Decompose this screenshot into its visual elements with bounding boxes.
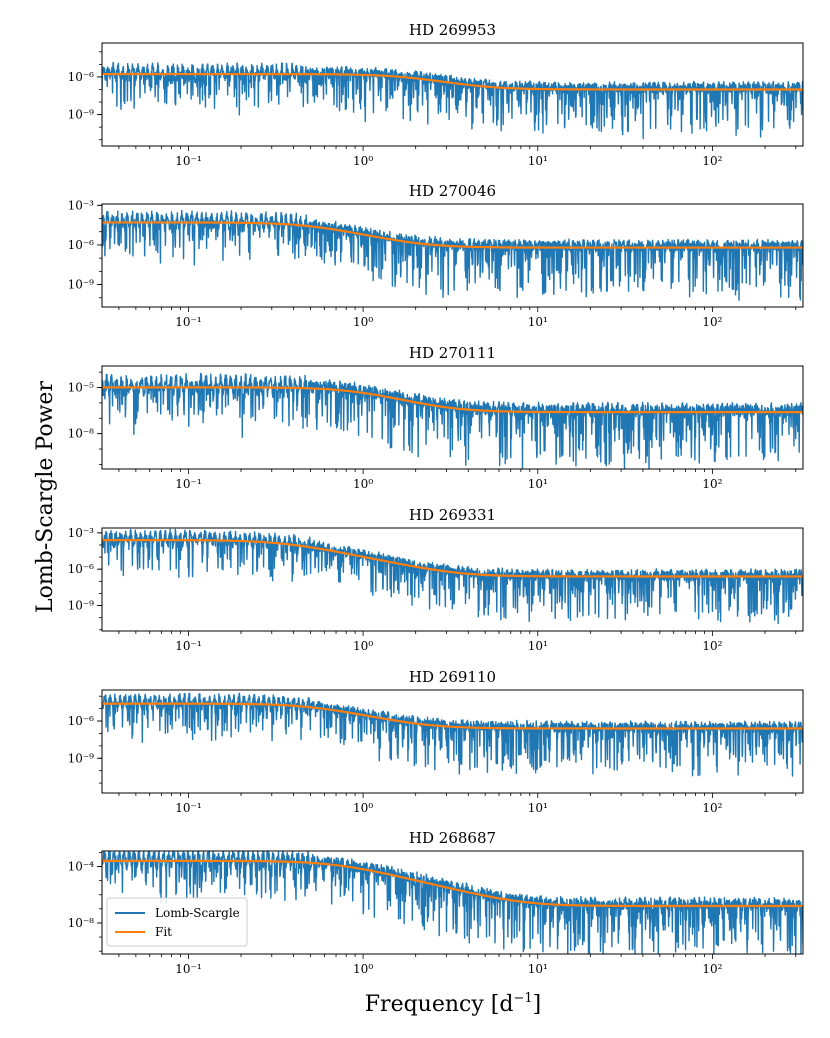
x-tick-label: 10² <box>702 477 722 491</box>
plot-area <box>102 528 803 625</box>
x-tick-label: 10⁻¹ <box>175 639 201 653</box>
x-tick-label: 10⁰ <box>353 639 373 653</box>
panel-frame <box>101 42 804 147</box>
y-tick-label: 10⁻⁹ <box>68 108 95 122</box>
x-tick-label: 10⁰ <box>353 962 373 976</box>
legend-box <box>106 897 248 947</box>
y-tick-label: 10⁻⁵ <box>68 381 95 395</box>
y-tick-label: 10⁻⁶ <box>68 70 95 84</box>
x-axis-label-close: ] <box>533 992 542 1017</box>
y-tick-label: 10⁻⁶ <box>68 714 95 728</box>
y-tick-label: 10⁻⁹ <box>68 751 95 765</box>
x-tick-label: 10¹ <box>528 315 548 329</box>
legend-label-lomb-scargle: Lomb-Scargle <box>155 906 240 920</box>
x-tick-label: 10¹ <box>528 639 548 653</box>
panels-group: HD 269953 10⁻¹ 10⁰ 10¹ 10² 10⁻⁶ 10⁻⁹ HD 270046 1… <box>68 21 804 976</box>
panel-frame <box>101 203 804 308</box>
legend-label-fit: Fit <box>155 925 172 939</box>
series-fit <box>102 221 803 249</box>
x-tick-label: 10⁻¹ <box>175 315 201 329</box>
x-tick-label: 10¹ <box>528 962 548 976</box>
x-tick-label: 10⁰ <box>353 154 373 168</box>
series-fit <box>102 72 803 91</box>
panel-3: HD 270111 10⁻¹ 10⁰ 10¹ 10² 10⁻⁵ 10⁻⁸ <box>68 344 804 491</box>
y-axis-label: Lomb-Scargle Power <box>33 381 58 613</box>
x-tick-label: 10⁻¹ <box>175 801 201 815</box>
x-tick-label: 10² <box>702 801 722 815</box>
panel-2: HD 270046 10⁻¹ 10⁰ 10¹ 10² 10⁻³ 10⁻⁶ 10⁻⁹ <box>68 182 804 329</box>
series-lomb-scargle <box>102 851 803 954</box>
x-tick-label: 10² <box>702 315 722 329</box>
panel-frame <box>101 850 804 955</box>
series-fit <box>102 702 803 730</box>
series-fit <box>102 859 803 908</box>
series-lomb-scargle <box>102 210 803 301</box>
panel-title: HD 269110 <box>409 668 496 686</box>
panel-title: HD 269331 <box>409 506 496 524</box>
x-tick-label: 10⁻¹ <box>175 154 201 168</box>
panel-title: HD 269953 <box>409 21 496 39</box>
y-tick-label: 10⁻⁶ <box>68 562 95 576</box>
series-fit <box>102 386 803 414</box>
series-lomb-scargle <box>102 528 803 625</box>
y-tick-label: 10⁻³ <box>68 526 95 540</box>
plot-area <box>102 61 803 140</box>
series-fit <box>102 539 803 578</box>
x-tick-label: 10⁻¹ <box>175 477 201 491</box>
panel-title: HD 270046 <box>409 182 496 200</box>
series-lomb-scargle <box>102 692 803 777</box>
y-tick-label: 10⁻⁶ <box>68 238 95 252</box>
plot-area <box>102 851 803 954</box>
x-tick-label: 10¹ <box>528 801 548 815</box>
y-tick-label: 10⁻⁸ <box>68 916 95 930</box>
y-tick-label: 10⁻⁴ <box>68 860 95 874</box>
x-axis-label-sup: −1 <box>513 991 532 1006</box>
panel-frame <box>101 689 804 794</box>
x-tick-label: 10² <box>702 154 722 168</box>
x-tick-label: 10⁰ <box>353 315 373 329</box>
panel-5: HD 269110 10⁻¹ 10⁰ 10¹ 10² 10⁻⁶ 10⁻⁹ <box>68 668 804 815</box>
panel-title: HD 268687 <box>409 829 496 847</box>
x-tick-label: 10² <box>702 962 722 976</box>
x-tick-label: 10⁻¹ <box>175 962 201 976</box>
x-tick-label: 10⁰ <box>353 477 373 491</box>
legend: Lomb-Scargle Fit <box>106 897 248 947</box>
panel-frame <box>101 527 804 632</box>
panel-frame <box>101 365 804 470</box>
panel-1: HD 269953 10⁻¹ 10⁰ 10¹ 10² 10⁻⁶ 10⁻⁹ <box>68 21 804 168</box>
x-axis-label-main: Frequency [d <box>365 992 514 1017</box>
x-tick-label: 10⁰ <box>353 801 373 815</box>
y-tick-label: 10⁻⁸ <box>68 427 95 441</box>
panel-6: HD 268687 10⁻¹ 10⁰ 10¹ 10² 10⁻⁴ 10⁻⁸ <box>68 829 804 976</box>
y-tick-label: 10⁻⁹ <box>68 599 95 613</box>
plot-area <box>102 210 803 301</box>
y-tick-label: 10⁻³ <box>68 198 95 212</box>
x-tick-label: 10² <box>702 639 722 653</box>
x-tick-label: 10¹ <box>528 154 548 168</box>
plot-area <box>102 692 803 777</box>
panel-4: HD 269331 10⁻¹ 10⁰ 10¹ 10² 10⁻³ 10⁻⁶ 10⁻⁹ <box>68 506 804 653</box>
panel-title: HD 270111 <box>409 344 496 362</box>
plot-area <box>102 372 803 469</box>
x-tick-label: 10¹ <box>528 477 548 491</box>
y-tick-label: 10⁻⁹ <box>68 278 95 292</box>
x-axis-label: Frequency [d−1] <box>365 991 541 1017</box>
